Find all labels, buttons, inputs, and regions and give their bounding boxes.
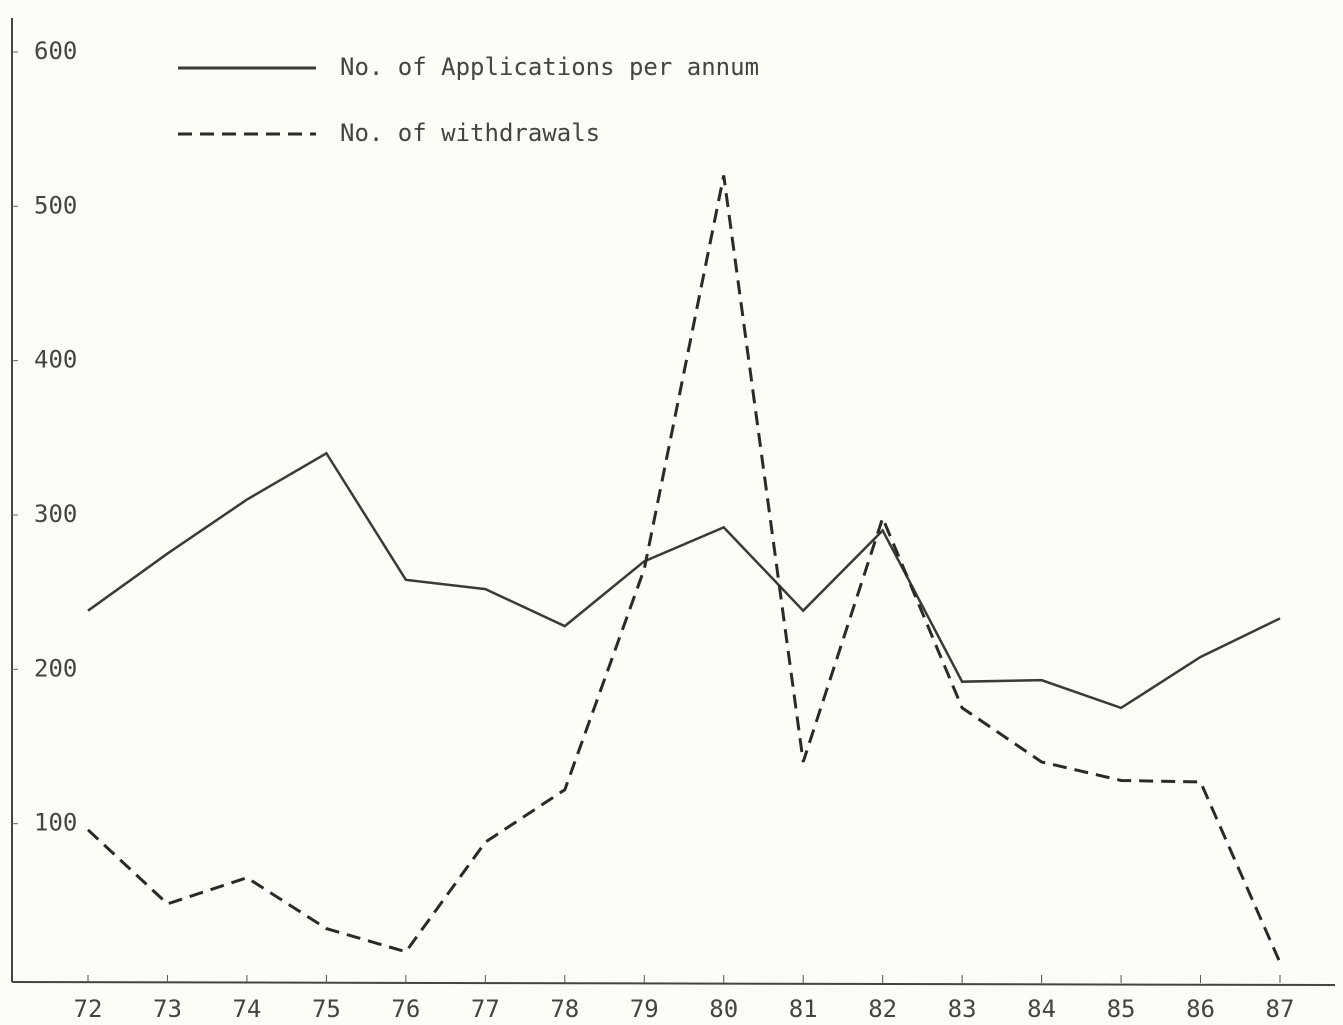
x-tick-label: 80 — [709, 995, 738, 1023]
x-tick-label: 86 — [1186, 995, 1215, 1023]
x-tick-label: 76 — [391, 995, 420, 1023]
y-tick-label: 500 — [34, 191, 77, 219]
x-tick-label: 87 — [1266, 995, 1295, 1023]
y-tick-label: 300 — [34, 500, 77, 528]
x-tick-label: 72 — [74, 995, 103, 1023]
x-tick-label: 84 — [1027, 995, 1056, 1023]
x-tick-label: 83 — [948, 995, 977, 1023]
x-tick-label: 78 — [550, 995, 579, 1023]
legend-label: No. of Applications per annum — [340, 53, 759, 81]
y-tick-label: 200 — [34, 654, 77, 682]
x-tick-label: 81 — [789, 995, 818, 1023]
series-line — [87, 451, 1281, 710]
y-tick-label: 100 — [34, 809, 77, 837]
x-tick-label: 85 — [1107, 995, 1136, 1023]
x-tick-label: 79 — [630, 995, 659, 1023]
x-axis — [11, 981, 1336, 986]
x-tick-label: 73 — [153, 995, 182, 1023]
x-tick-label: 77 — [471, 995, 500, 1023]
x-tick-label: 74 — [232, 995, 261, 1023]
legend-label: No. of withdrawals — [340, 119, 600, 147]
y-tick-label: 400 — [34, 346, 77, 374]
x-tick-label: 82 — [868, 995, 897, 1023]
y-tick-label: 600 — [34, 37, 77, 65]
legend: No. of Applications per annum No. of with… — [178, 53, 759, 147]
series-line — [86, 175, 1282, 964]
x-tick-label: 75 — [312, 995, 341, 1023]
